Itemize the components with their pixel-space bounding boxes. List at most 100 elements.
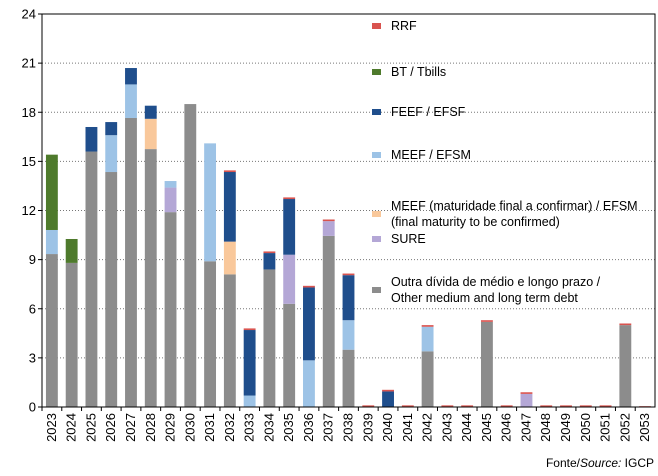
bar-segment	[45, 154, 58, 230]
bar-segment	[520, 393, 533, 407]
bar-segment	[144, 149, 157, 407]
bar-segment	[125, 68, 137, 85]
bar-segment	[382, 389, 394, 392]
y-tick-label: 3	[29, 350, 36, 365]
x-tick-label: 2035	[281, 413, 296, 442]
bar-segment	[164, 187, 177, 213]
legend-label: FEEF / EFSF	[391, 105, 466, 119]
bar-segment	[421, 351, 434, 407]
y-tick-label: 9	[29, 252, 36, 267]
bar-segment	[342, 275, 355, 321]
legend-item: FEEF / EFSF	[372, 104, 654, 120]
x-tick-label: 2052	[617, 413, 632, 442]
bar-segment	[421, 326, 434, 352]
x-tick-label: 2026	[103, 413, 118, 442]
bar-segment	[619, 325, 632, 407]
bar-segment	[85, 126, 98, 152]
bar-segment	[223, 274, 236, 407]
bar-segment	[283, 197, 296, 200]
legend-swatch	[372, 236, 381, 242]
x-tick-label: 2023	[44, 413, 59, 442]
y-tick-label: 18	[22, 105, 36, 120]
bar-segment	[441, 405, 454, 407]
bar-segment	[125, 84, 137, 118]
bar-segment	[283, 199, 296, 255]
legend-label: RRF	[391, 19, 417, 33]
x-tick-label: 2041	[400, 413, 415, 442]
bar-segment	[421, 325, 434, 327]
y-tick-label: 6	[29, 301, 36, 316]
legend-swatch	[372, 109, 381, 115]
bar-segment	[223, 170, 236, 173]
bar-segment	[560, 405, 572, 407]
x-tick-label: 2046	[499, 413, 514, 442]
bar-segment	[45, 229, 58, 255]
plot-frame	[41, 13, 656, 408]
bar-segment	[223, 172, 236, 242]
x-tick-label: 2024	[64, 413, 79, 442]
bar-segment	[263, 269, 276, 407]
bar-segment	[45, 254, 58, 407]
x-tick-label: 2036	[301, 413, 316, 442]
y-tick-label: 0	[29, 400, 36, 415]
legend-item: Outra dívida de médio e longo prazo / Ot…	[372, 274, 654, 306]
legend-swatch	[372, 23, 381, 29]
bar-segment	[579, 405, 592, 407]
bar-segment	[322, 219, 335, 222]
legend-item: RRF	[372, 18, 654, 34]
bar-segment	[144, 105, 157, 119]
x-tick-label: 2038	[341, 413, 356, 442]
x-tick-label: 2047	[518, 413, 533, 442]
bar-segment	[144, 118, 157, 150]
bar-segment	[243, 395, 256, 407]
source-prefix: Fonte/	[545, 456, 580, 470]
bar-segment	[480, 320, 493, 322]
x-tick-label: 2032	[222, 413, 237, 442]
bar-segment	[540, 405, 553, 407]
x-tick-label: 2051	[598, 413, 613, 442]
bar-segment	[500, 405, 513, 407]
bar-segment	[164, 181, 177, 188]
bar-segment	[480, 321, 493, 407]
bar-segment	[303, 285, 315, 288]
bar-segment	[65, 238, 78, 263]
bar-segment	[204, 143, 217, 262]
bar-segment	[342, 273, 355, 276]
x-tick-label: 2040	[380, 413, 395, 442]
y-tick-label: 21	[22, 56, 36, 71]
bar-segment	[303, 360, 315, 407]
y-tick-label: 24	[22, 7, 36, 22]
legend-label: MEEF (maturidade final a confirmar) / EF…	[391, 199, 638, 229]
y-tick-label: 15	[22, 154, 36, 169]
x-tick-label: 2029	[163, 413, 178, 442]
bar-segment	[105, 135, 118, 173]
x-tick-label: 2044	[459, 413, 474, 442]
bar-segment	[243, 328, 256, 331]
legend-label: MEEF / EFSM	[391, 148, 471, 162]
bar-segment	[322, 221, 335, 236]
bar-segment	[322, 235, 335, 407]
x-tick-label: 2027	[123, 413, 138, 442]
bar-segment	[520, 392, 533, 394]
x-tick-label: 2025	[83, 413, 98, 442]
x-tick-label: 2049	[558, 413, 573, 442]
source-italic: Source:	[579, 456, 622, 470]
y-tick-label: 12	[22, 203, 36, 218]
bar-segment	[125, 117, 137, 407]
x-tick-label: 2030	[182, 413, 197, 442]
source: Fonte/Source: IGCP	[546, 456, 654, 470]
x-tick-label: 2043	[439, 413, 454, 442]
legend-label: BT / Tbills	[391, 65, 447, 79]
bar-segment	[342, 349, 355, 407]
bar-segment	[223, 241, 236, 275]
x-tick-label: 2033	[242, 413, 257, 442]
bar-segment	[303, 287, 315, 361]
bar-segment	[263, 251, 276, 254]
bar-segment	[243, 330, 256, 396]
x-tick-label: 2042	[420, 413, 435, 442]
x-tick-label: 2053	[637, 413, 652, 442]
bar-segment	[461, 405, 474, 407]
bar-segment	[619, 323, 632, 326]
